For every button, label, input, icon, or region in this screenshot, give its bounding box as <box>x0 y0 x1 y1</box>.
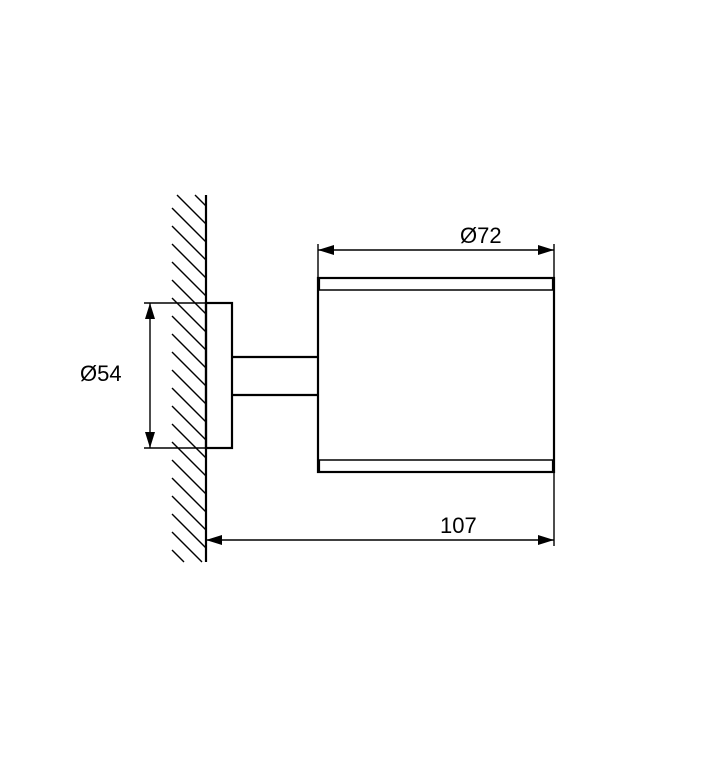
dimension-107-label: 107 <box>440 513 477 538</box>
neck-stem <box>232 357 318 395</box>
cup-body <box>318 278 554 472</box>
dimension-d72-label: Ø72 <box>460 223 502 248</box>
dimension-d72: Ø72 <box>318 223 554 278</box>
dimension-d54: Ø54 <box>80 303 206 448</box>
wall-hatching <box>172 195 206 562</box>
flange-plate <box>206 303 232 448</box>
technical-drawing: Ø54 Ø72 107 <box>0 0 720 780</box>
dimension-d54-label: Ø54 <box>80 361 122 386</box>
dimension-107: 107 <box>206 448 554 546</box>
